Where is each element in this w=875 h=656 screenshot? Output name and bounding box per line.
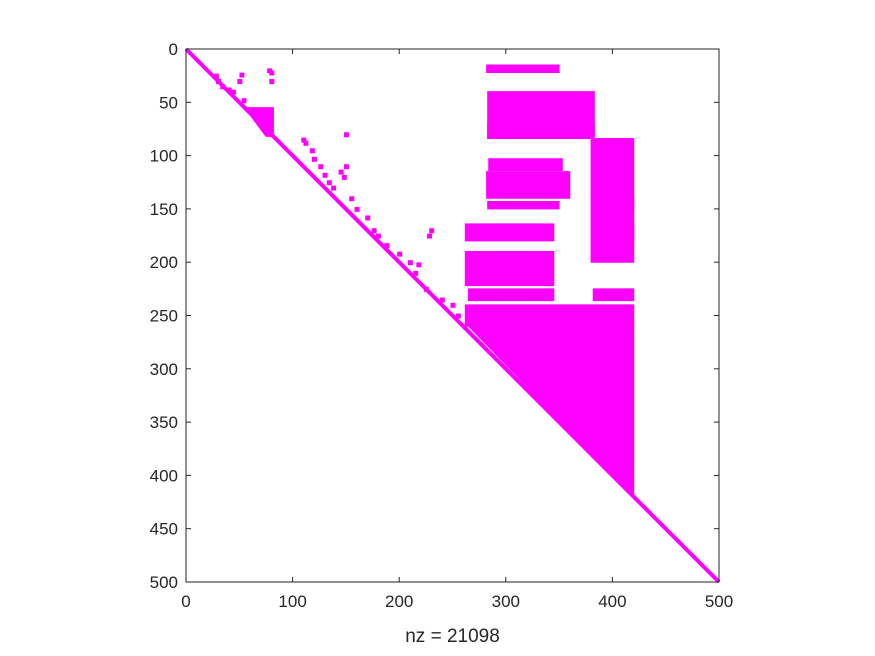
- nonzero-point-1: [215, 78, 221, 84]
- y-tick-label-8: 400: [150, 466, 178, 485]
- nonzero-point-28: [384, 243, 390, 249]
- nonzero-point-34: [427, 233, 433, 239]
- nonzero-point-18: [331, 185, 337, 191]
- spy-region-dense-band-4: [487, 200, 560, 210]
- spy-region-dense-band-9: [592, 288, 635, 302]
- nonzero-point-15: [318, 164, 324, 170]
- x-tick-label-2: 200: [385, 592, 413, 611]
- nonzero-point-9: [269, 70, 275, 76]
- nonzero-point-33: [423, 286, 429, 292]
- nonzero-point-0: [213, 73, 219, 79]
- y-tick-label-4: 200: [150, 253, 178, 272]
- nonzero-point-26: [371, 228, 377, 234]
- x-tick-label-3: 300: [492, 592, 520, 611]
- nonzero-point-2: [220, 84, 226, 90]
- spy-region-dense-band-5: [464, 223, 555, 242]
- nonzero-point-3: [226, 87, 232, 93]
- nonzero-point-25: [365, 215, 371, 221]
- y-tick-label-10: 500: [150, 573, 178, 592]
- nonzero-point-22: [343, 132, 349, 138]
- spy-region-upper-band-2: [464, 304, 635, 327]
- spy-region-column-block-1: [487, 91, 595, 140]
- spy-region-column-block-2: [590, 138, 635, 263]
- nonzero-point-4: [230, 89, 236, 95]
- sparsity-marks: [184, 47, 721, 584]
- y-tick-label-5: 250: [150, 307, 178, 326]
- nonzero-point-23: [349, 196, 355, 202]
- nonzero-point-21: [343, 164, 349, 170]
- spy-region-upper-left-cluster: [243, 107, 274, 137]
- nonzero-point-29: [397, 251, 403, 257]
- nonzero-point-32: [416, 262, 422, 268]
- spy-region-dense-band-6: [467, 288, 555, 302]
- nonzero-point-11: [301, 137, 307, 143]
- y-axis: 0 50 100 150 200 250 300 350 400 450 500: [150, 40, 719, 592]
- nonzero-point-36: [439, 297, 445, 303]
- nonzero-point-13: [309, 148, 315, 154]
- y-tick-label-2: 100: [150, 147, 178, 166]
- x-axis-label: nz = 21098: [405, 626, 500, 647]
- nonzero-point-17: [326, 180, 332, 186]
- nonzero-point-10: [269, 78, 275, 84]
- spy-region-dense-band-1: [486, 64, 560, 73]
- nonzero-point-6: [239, 72, 245, 78]
- x-tick-label-5: 500: [705, 592, 733, 611]
- nonzero-point-5: [237, 78, 243, 84]
- nonzero-point-14: [311, 156, 317, 162]
- y-tick-label-0: 0: [169, 40, 178, 59]
- x-tick-label-4: 400: [598, 592, 626, 611]
- x-tick-label-0: 0: [181, 592, 190, 611]
- nonzero-point-38: [455, 313, 461, 319]
- nonzero-point-31: [413, 270, 419, 276]
- x-axis: 0 100 200 300 400 500: [181, 49, 733, 611]
- nonzero-point-7: [241, 98, 247, 104]
- y-tick-label-6: 300: [150, 360, 178, 379]
- y-tick-label-3: 150: [150, 200, 178, 219]
- y-tick-label-9: 450: [150, 520, 178, 539]
- nonzero-point-35: [429, 228, 435, 234]
- x-tick-label-1: 100: [278, 592, 306, 611]
- nonzero-point-16: [322, 172, 328, 178]
- spy-region-upper-band-3: [464, 251, 555, 287]
- spy-region-upper-band-4: [486, 171, 571, 199]
- y-tick-label-7: 350: [150, 413, 178, 432]
- nonzero-point-19: [338, 169, 344, 175]
- nonzero-point-37: [450, 302, 456, 308]
- nonzero-point-24: [354, 206, 360, 212]
- nonzero-point-27: [375, 233, 381, 239]
- y-tick-label-1: 50: [159, 93, 178, 112]
- nonzero-point-30: [407, 260, 413, 266]
- spy-region-dense-band-3: [488, 158, 563, 172]
- nonzero-point-12: [303, 140, 309, 146]
- nonzero-point-20: [341, 174, 347, 180]
